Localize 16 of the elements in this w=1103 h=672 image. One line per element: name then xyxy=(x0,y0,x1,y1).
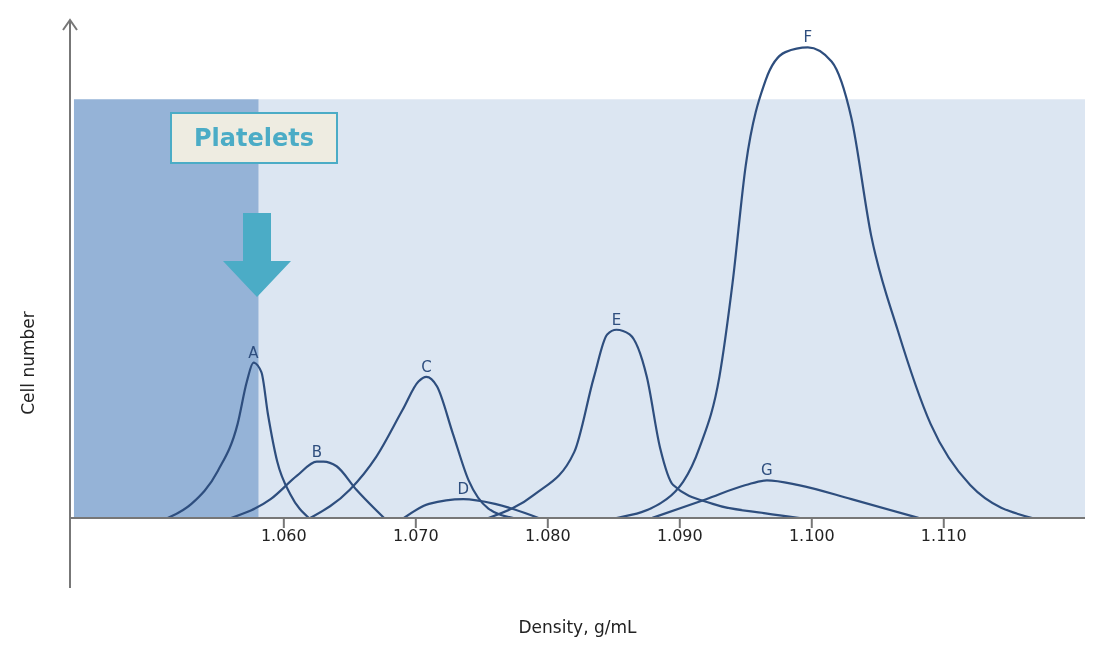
x-tick-label: 1.090 xyxy=(656,526,703,546)
x-tick-label: 1.060 xyxy=(260,526,307,546)
x-tick-label: 1.070 xyxy=(392,526,439,546)
x-tick-label: 1.100 xyxy=(788,526,835,546)
band-label: Platelets xyxy=(169,112,338,164)
series-label: G xyxy=(761,461,773,480)
series-label: D xyxy=(457,480,470,499)
series-label: A xyxy=(248,343,260,362)
series-label: F xyxy=(803,28,813,47)
y-axis-title: Cell number xyxy=(18,310,38,417)
x-tick-label: 1.110 xyxy=(920,526,967,546)
series-label: B xyxy=(311,442,322,461)
series-label: E xyxy=(611,310,622,329)
x-axis-title: Density, g/mL xyxy=(518,617,638,637)
series-label: C xyxy=(421,357,432,376)
x-tick-label: 1.080 xyxy=(524,526,571,546)
